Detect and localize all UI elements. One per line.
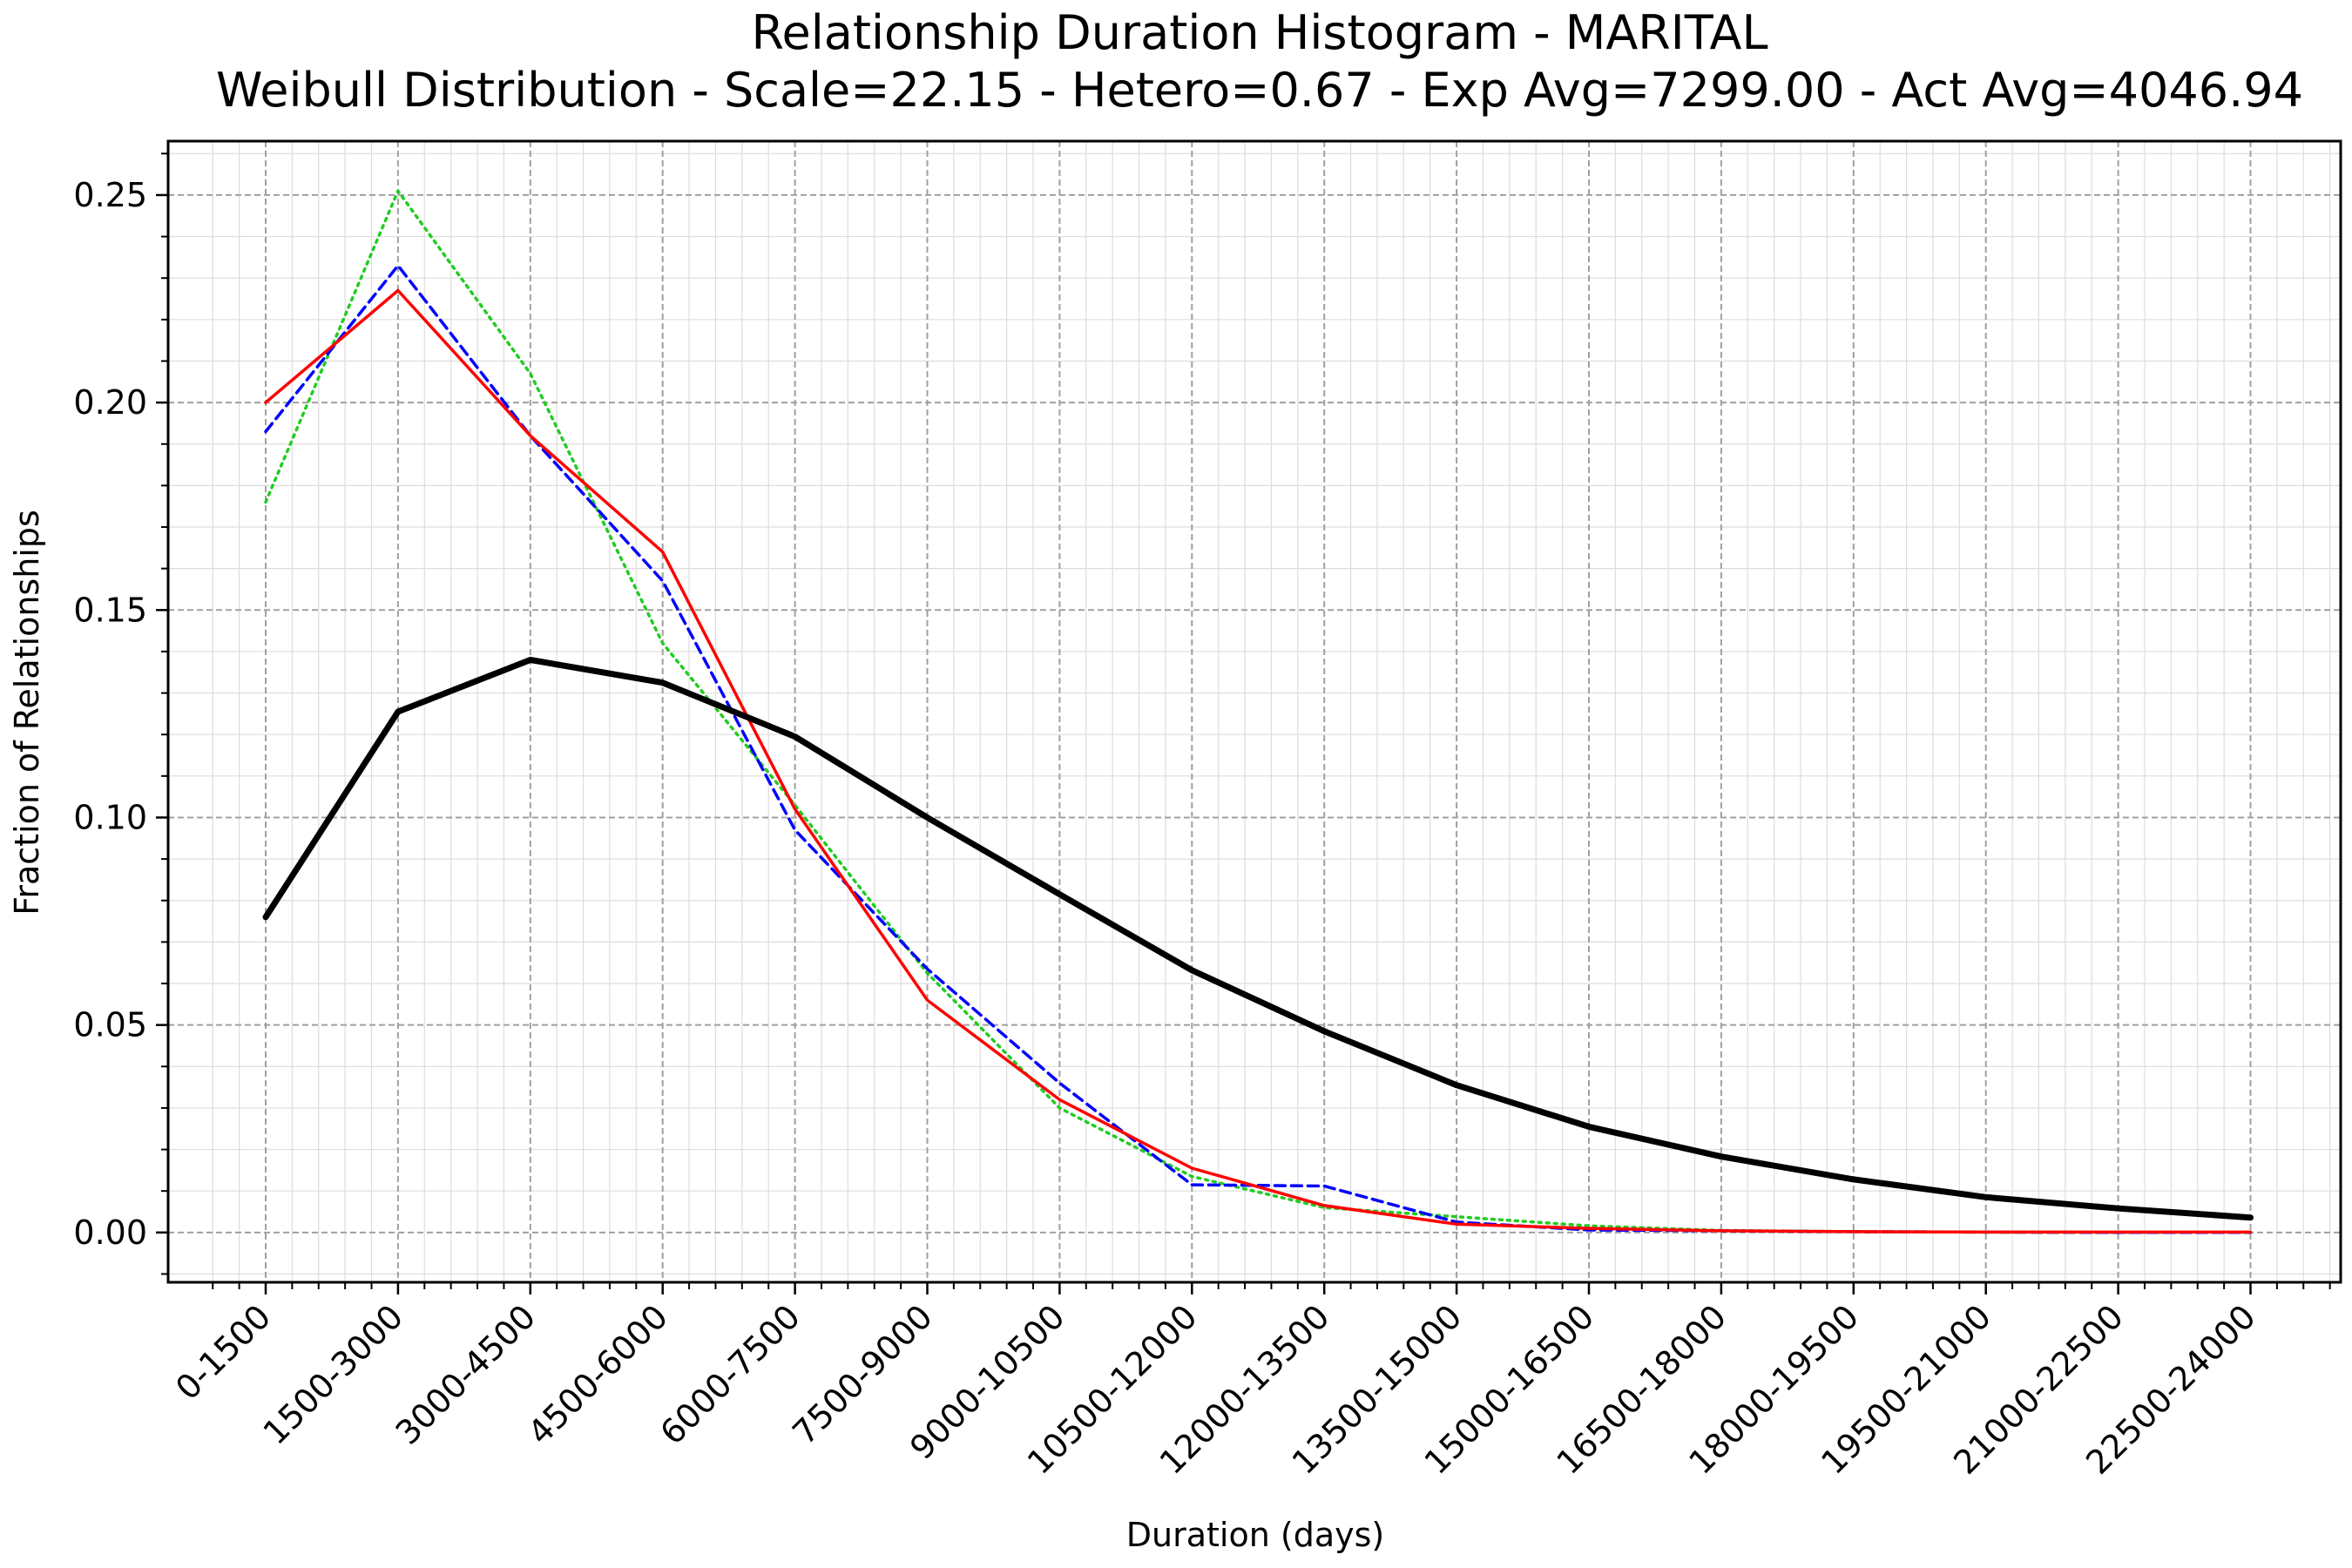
x-tick-label: 4500-6000 — [520, 1297, 675, 1452]
series-line-dotted — [264, 189, 2253, 1234]
y-tick-label: 0.25 — [73, 176, 147, 214]
minor-grid — [168, 141, 2341, 1282]
x-axis-label: Duration (days) — [1126, 1516, 1384, 1554]
x-tick-label: 3000-4500 — [389, 1297, 544, 1452]
series-line-dashed — [264, 264, 2253, 1234]
series-line-solid — [264, 288, 2253, 1234]
x-tick-label: 0-1500 — [168, 1297, 278, 1407]
chart-title: Relationship Duration Histogram - MARITA… — [751, 5, 1767, 60]
y-tick-label: 0.05 — [73, 1006, 147, 1044]
x-tick-label: 1500-3000 — [256, 1297, 411, 1452]
plot-frame — [166, 139, 2342, 1284]
series-layer — [262, 189, 2254, 1234]
x-tick-label: 6000-7500 — [652, 1297, 808, 1452]
y-tick-label: 0.10 — [73, 798, 147, 836]
y-tick-label: 0.20 — [73, 383, 147, 422]
series-line-solid-thick — [262, 657, 2254, 1221]
major-grid — [168, 141, 2341, 1282]
y-axis-label: Fraction of Relationships — [8, 510, 46, 916]
chart-subtitle: Weibull Distribution - Scale=22.15 - Het… — [216, 63, 2303, 118]
y-tick-label: 0.15 — [73, 591, 147, 629]
y-tick-label: 0.00 — [73, 1213, 147, 1252]
